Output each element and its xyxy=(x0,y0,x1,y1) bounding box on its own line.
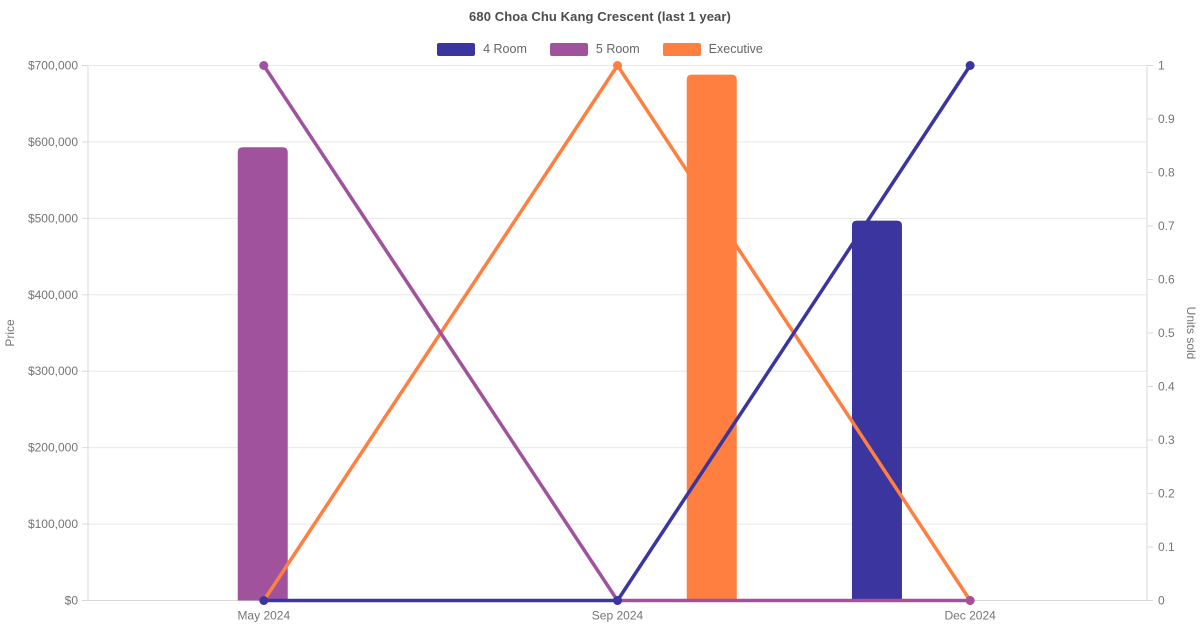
legend-label: Executive xyxy=(708,42,763,56)
y-right-tick-label: 0 xyxy=(1158,594,1165,608)
x-tick-label: Sep 2024 xyxy=(592,609,644,623)
point-5-room[interactable] xyxy=(965,596,975,605)
y-left-axis-title: Price xyxy=(3,319,17,347)
y-right-tick-label: 0.2 xyxy=(1158,487,1175,501)
y-left-tick-label: $400,000 xyxy=(28,288,78,302)
y-right-axis-title: Units sold xyxy=(1184,307,1198,360)
y-left-tick-label: $200,000 xyxy=(28,441,78,455)
y-left-tick-label: $300,000 xyxy=(28,364,78,378)
y-right-tick-label: 0.1 xyxy=(1158,540,1175,554)
point-executive[interactable] xyxy=(613,61,622,70)
legend-label: 4 Room xyxy=(483,42,527,56)
legend-swatch-executive xyxy=(662,42,701,56)
y-right-tick-label: 0.4 xyxy=(1158,380,1175,394)
y-right-tick-label: 0.3 xyxy=(1158,433,1175,447)
legend-item-5-room[interactable]: 5 Room xyxy=(549,42,640,56)
bar-executive[interactable] xyxy=(686,74,737,601)
bar-5-room[interactable] xyxy=(237,147,288,601)
bar-4-room[interactable] xyxy=(851,220,902,601)
y-left-tick-label: $600,000 xyxy=(28,135,78,149)
y-left-tick-label: $100,000 xyxy=(28,517,78,531)
legend-label: 5 Room xyxy=(595,42,640,56)
point-5-room[interactable] xyxy=(259,61,269,70)
legend: 4 Room 5 Room Executive xyxy=(0,42,1200,56)
y-right-tick-label: 0.6 xyxy=(1158,273,1175,287)
legend-swatch-5-room xyxy=(549,42,588,56)
x-tick-label: May 2024 xyxy=(237,609,290,623)
legend-item-executive[interactable]: Executive xyxy=(662,42,763,56)
x-tick-label: Dec 2024 xyxy=(944,609,996,623)
y-left-tick-label: $0 xyxy=(65,594,79,608)
point-4-room[interactable] xyxy=(965,61,975,70)
y-right-tick-label: 0.7 xyxy=(1158,219,1175,233)
y-left-tick-label: $500,000 xyxy=(28,211,78,225)
y-left-tick-label: $700,000 xyxy=(28,59,78,73)
y-right-tick-label: 0.5 xyxy=(1158,326,1175,340)
point-4-room[interactable] xyxy=(259,596,269,605)
y-right-tick-label: 1 xyxy=(1158,59,1165,73)
point-4-room[interactable] xyxy=(613,596,622,605)
legend-item-4-room[interactable]: 4 Room xyxy=(437,42,527,56)
y-right-tick-label: 0.8 xyxy=(1158,166,1175,180)
chart-title: 680 Choa Chu Kang Crescent (last 1 year) xyxy=(469,9,731,24)
y-right-tick-label: 0.9 xyxy=(1158,112,1175,126)
legend-swatch-4-room xyxy=(437,42,476,56)
